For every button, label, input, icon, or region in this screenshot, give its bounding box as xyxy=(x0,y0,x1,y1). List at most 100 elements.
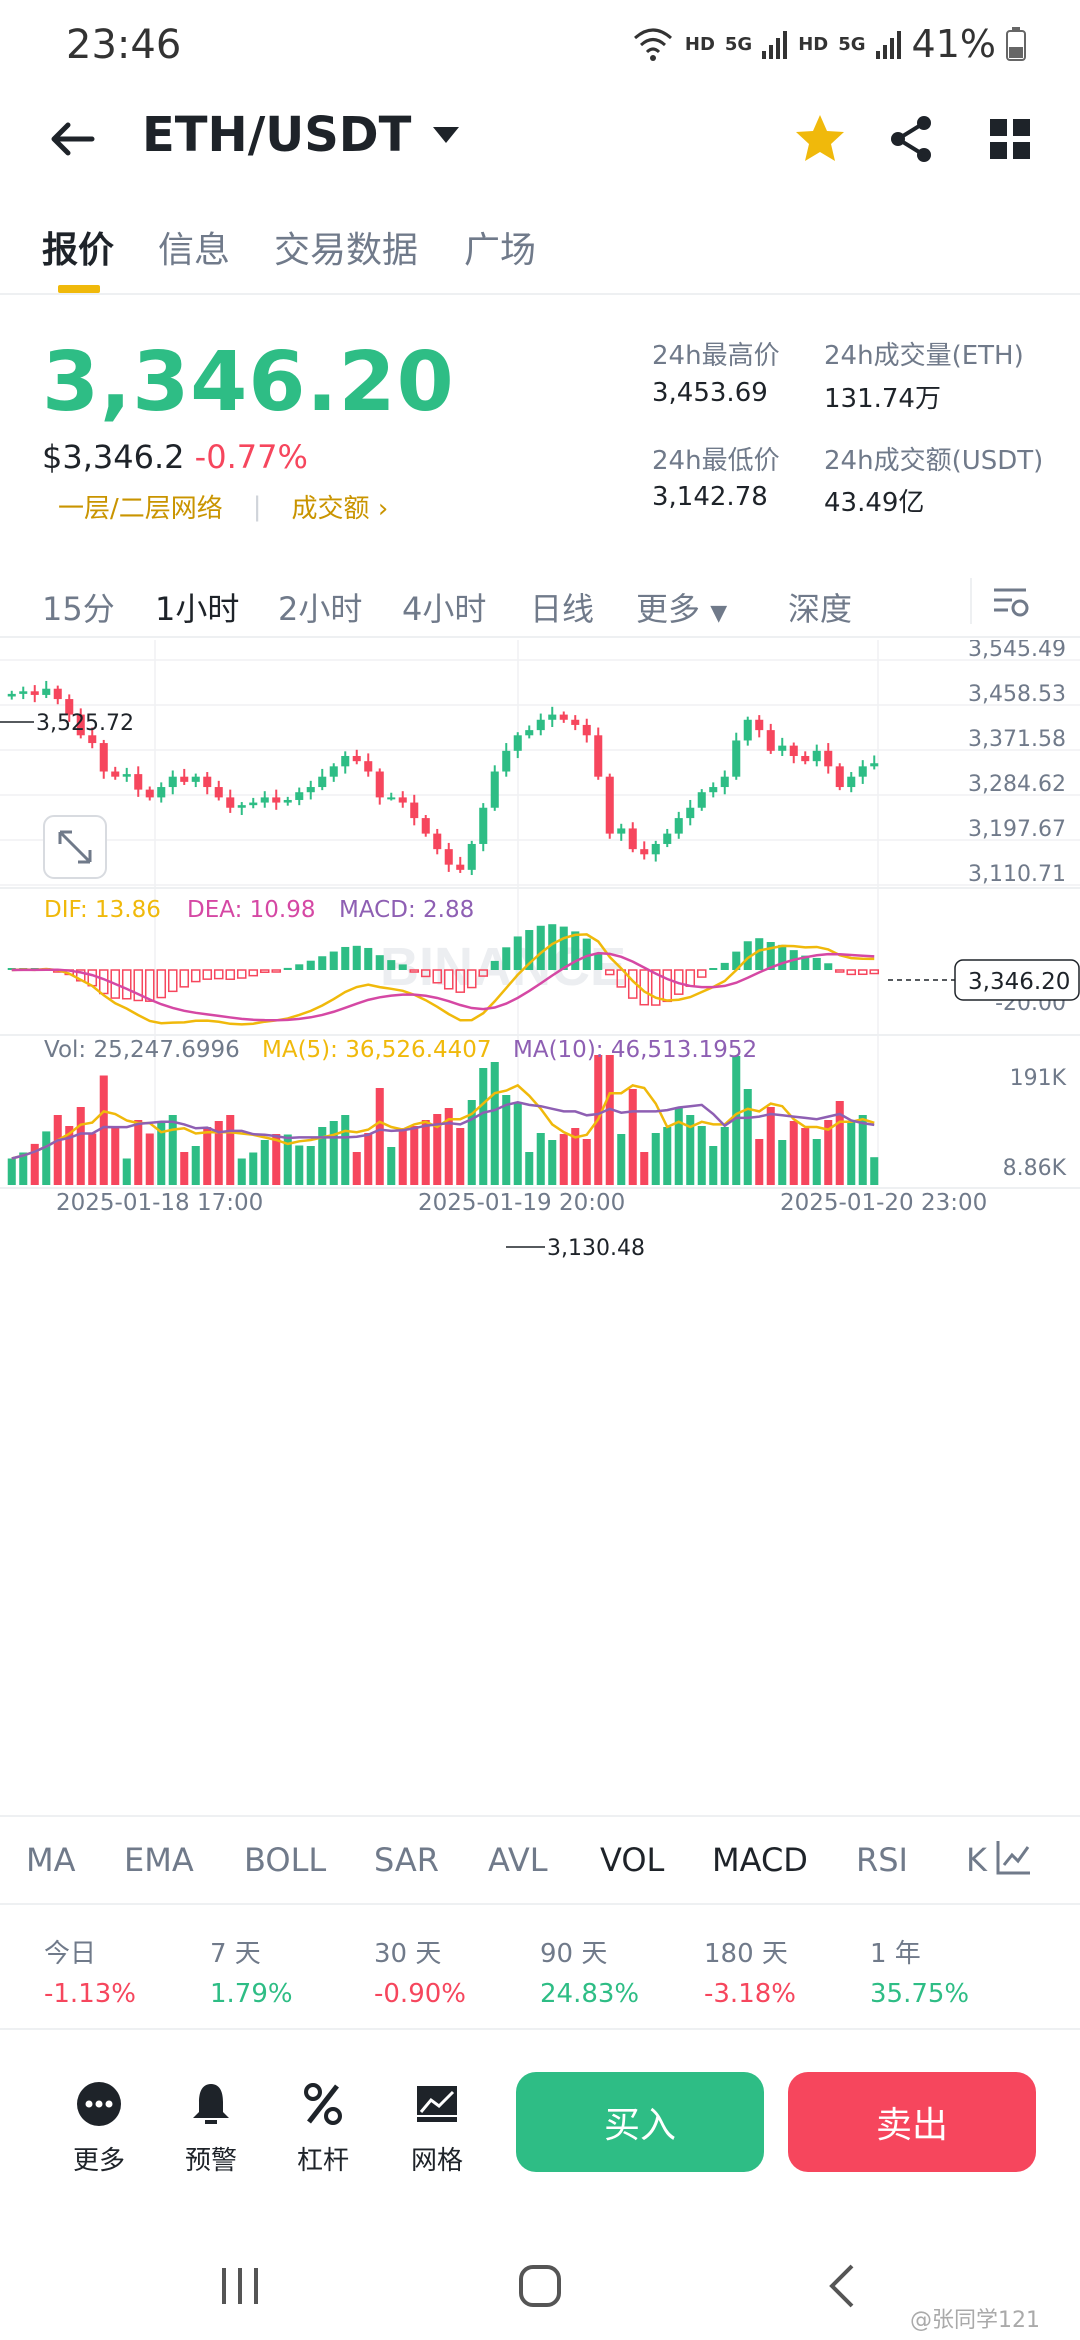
volume-bar xyxy=(306,1146,315,1185)
ind-rsi[interactable]: RSI xyxy=(856,1841,908,1879)
volume-bar xyxy=(99,1075,108,1185)
kline-chart[interactable]: BINANCE 3,545.493,458.533,371.583,284.62… xyxy=(0,640,1080,1815)
timeframe-row: 15分 1小时 2小时 4小时 日线 更多 ▼ 深度 xyxy=(0,568,1080,638)
ind-k[interactable]: K xyxy=(966,1841,987,1879)
leverage-button[interactable]: 杠杆 xyxy=(278,2080,368,2177)
tf-depth[interactable]: 深度 xyxy=(788,590,853,628)
volume-bar xyxy=(387,1147,396,1185)
tab-info[interactable]: 信息 xyxy=(158,230,231,271)
candle-body xyxy=(134,774,143,790)
more-button[interactable]: 更多 xyxy=(54,2080,144,2177)
dif-line xyxy=(11,933,875,1026)
macd-histogram-bar xyxy=(869,969,880,975)
grid-menu-icon[interactable] xyxy=(980,109,1040,169)
min-price-label: 3,130.48 xyxy=(547,1236,645,1261)
star-icon[interactable] xyxy=(790,109,850,169)
ind-vol[interactable]: VOL xyxy=(600,1841,665,1879)
ind-boll[interactable]: BOLL xyxy=(244,1841,327,1879)
candle-body xyxy=(594,735,603,777)
volume-bar xyxy=(870,1157,879,1185)
volume-bar xyxy=(801,1128,810,1185)
macd-histogram-bar xyxy=(398,964,407,970)
volume-bar xyxy=(548,1140,557,1185)
macd-histogram-bar xyxy=(443,969,454,990)
turnover-link[interactable]: 成交额 › xyxy=(292,488,389,525)
macd-histogram-bar xyxy=(846,969,857,976)
macd-histogram-bar xyxy=(502,947,511,970)
indicator-chart-icon[interactable] xyxy=(994,1837,1034,1877)
macd-histogram-bar xyxy=(857,969,868,976)
volume-bar xyxy=(513,1102,522,1185)
back-nav-icon[interactable] xyxy=(820,2262,868,2310)
candle-body xyxy=(663,833,672,844)
macd-histogram-bar xyxy=(432,969,443,984)
candle-body xyxy=(226,797,235,808)
max-price-label: 3,525.72 xyxy=(36,711,134,736)
ind-macd[interactable]: MACD xyxy=(712,1841,808,1879)
chart-settings-icon[interactable] xyxy=(990,582,1030,622)
tf-more[interactable]: 更多 ▼ xyxy=(636,584,727,630)
ind-avl[interactable]: AVL xyxy=(488,1841,548,1879)
ind-sar[interactable]: SAR xyxy=(374,1841,440,1879)
candle-body xyxy=(559,714,568,720)
tf-1d[interactable]: 日线 xyxy=(530,590,595,628)
tf-15m[interactable]: 15分 xyxy=(42,590,115,628)
candle-body xyxy=(513,735,522,751)
alert-button[interactable]: 预警 xyxy=(166,2080,256,2177)
tab-square[interactable]: 广场 xyxy=(464,230,537,271)
volume-bar xyxy=(835,1101,844,1185)
candle-body xyxy=(168,776,177,788)
tf-2h[interactable]: 2小时 xyxy=(278,590,363,628)
y-tick-label: 3,197.67 xyxy=(968,817,1066,842)
candle-body xyxy=(835,766,844,788)
candle-body xyxy=(743,719,752,741)
home-icon[interactable] xyxy=(516,2262,564,2310)
tab-quote[interactable]: 报价 xyxy=(42,230,115,271)
macd-histogram-bar xyxy=(167,969,178,993)
back-arrow-icon[interactable] xyxy=(44,111,100,167)
last-price-tag xyxy=(954,959,1080,1001)
vol-ma5-legend: MA(5): 36,526.4407 xyxy=(262,1037,492,1063)
volume-bar xyxy=(111,1128,120,1185)
macd-histogram-bar xyxy=(834,969,845,973)
candle-body xyxy=(191,776,200,782)
candle-body xyxy=(755,719,764,731)
vol-ma10-line xyxy=(11,1101,875,1160)
buy-button[interactable]: 买入 xyxy=(516,2072,764,2172)
volume-bar xyxy=(42,1131,51,1185)
candle-body xyxy=(548,714,557,720)
macd-histogram-bar xyxy=(341,946,350,970)
volume-bar xyxy=(145,1133,154,1185)
tf-1h[interactable]: 1小时 xyxy=(155,590,240,628)
pair-selector[interactable]: ETH/USDT xyxy=(142,107,461,163)
volume-bar xyxy=(778,1140,787,1185)
main-tabs: 报价 信息 交易数据 广场 xyxy=(0,205,1080,295)
grid-button[interactable]: 网格 xyxy=(392,2080,482,2177)
recent-apps-icon[interactable] xyxy=(216,2262,264,2310)
macd-histogram-bar xyxy=(295,964,304,970)
macd-histogram-bar xyxy=(375,955,384,970)
macd-histogram-bar xyxy=(179,969,190,988)
ind-ema[interactable]: EMA xyxy=(124,1841,194,1879)
candle-body xyxy=(444,849,453,865)
tab-trading-data[interactable]: 交易数据 xyxy=(274,230,419,271)
divider: | xyxy=(252,491,262,522)
sell-button[interactable]: 卖出 xyxy=(788,2072,1036,2172)
macd-histogram-bar xyxy=(144,969,155,1002)
share-icon[interactable] xyxy=(882,109,942,169)
macd-histogram-bar xyxy=(536,925,545,970)
corner-watermark: @张同学121 xyxy=(910,2308,1040,2333)
macd-panel xyxy=(7,924,880,1026)
candle-body xyxy=(847,776,856,788)
network-label-2: 5G xyxy=(838,33,866,55)
macd-histogram-bar xyxy=(594,953,603,970)
ind-ma[interactable]: MA xyxy=(26,1841,76,1879)
perf-label-30d: 30 天 xyxy=(374,1939,442,1969)
macd-histogram-bar xyxy=(225,969,236,980)
network-link[interactable]: 一层/二层网络 xyxy=(58,494,223,524)
alert-label: 预警 xyxy=(184,2146,237,2176)
tf-4h[interactable]: 4小时 xyxy=(402,590,487,628)
macd-histogram-bar xyxy=(202,969,213,980)
perf-value-180d: -3.18% xyxy=(704,1979,796,2009)
volume-panel xyxy=(7,1055,879,1185)
